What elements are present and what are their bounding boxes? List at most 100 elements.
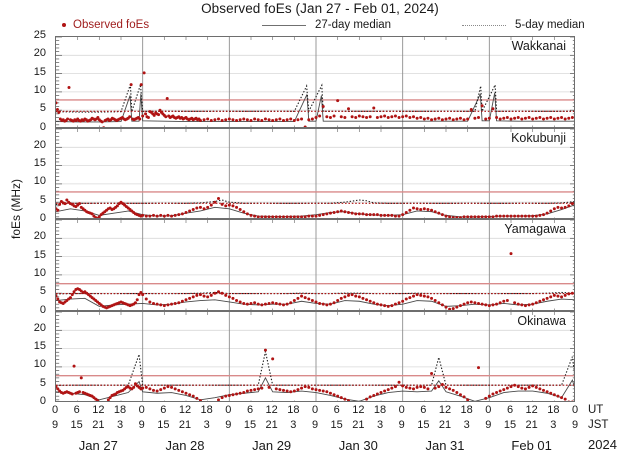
x-tick-jst: 21 [525,419,538,431]
x-tick-ut: 18 [200,404,213,416]
x-tick-jst: 21 [438,419,452,431]
x-tick-ut: 0 [485,404,492,416]
y-tick-label: 10 [33,358,46,371]
y-tick-label: 20 [33,138,46,151]
x-tick-ut: 18 [460,404,473,416]
y-tick-label: 5 [39,102,46,115]
y-tick-label: 20 [33,230,46,243]
station-label: Okinawa [517,313,566,328]
x-tick-jst: 9 [51,419,59,431]
y-tick-label: 20 [33,47,46,60]
y-tick-label: 0 [39,120,46,133]
x-tick-jst: 15 [157,419,170,431]
y-tick-label: 15 [33,248,46,261]
panel-kokubunji: Kokubunji [55,127,575,219]
x-tick-jst: 9 [571,419,579,431]
x-tick-jst: 21 [92,419,105,431]
x-tick-jst: 9 [485,419,492,431]
x-tick-jst: 15 [417,419,430,431]
x-tick-ut: 12 [178,404,192,416]
dotted-line-icon [462,24,506,26]
x-tick-ut: 0 [571,404,579,416]
panel-okinawa: Okinawa [55,310,575,402]
x-tick-jst: 3 [203,419,210,431]
panel-yamagawa: Yamagawa [55,219,575,311]
x-tick-jst: 15 [503,419,517,431]
x-tick-ut: 6 [160,404,167,416]
day-label: Jan 29 [252,438,292,453]
legend-item-median27: 27-day median [262,17,391,33]
y-tick-label: 15 [33,65,46,78]
year-label: 2024 [588,437,617,452]
x-tick-jst: 3 [550,419,557,431]
x-tick-ut: 18 [547,404,560,416]
y-tick-label: 15 [33,340,46,353]
x-tick-ut: 12 [438,404,452,416]
legend: Observed foEs 27-day median 5-day median [62,17,585,33]
observed-dot-icon [62,23,66,27]
x-tick-jst: 3 [463,419,470,431]
day-label: Feb 01 [511,438,552,453]
x-tick-ut: 0 [398,404,405,416]
x-tick-ut: 18 [373,404,387,416]
day-label: Jan 28 [165,438,205,453]
legend-label-median27: 27-day median [315,19,392,31]
panel-wakkanai: Wakkanai [55,36,575,128]
x-tick-ut: 6 [506,404,514,416]
y-tick-label: 10 [33,83,46,96]
y-tick-label: 5 [39,285,46,298]
y-tick-label: 25 [33,29,46,41]
day-label: Jan 31 [425,438,465,453]
x-tick-ut: 6 [333,404,340,416]
x-tick-ut: 0 [138,404,145,416]
legend-label-observed: Observed foEs [73,19,150,31]
timezone-jst-label: JST [588,419,609,431]
y-tick-label: 0 [39,303,46,316]
day-label: Jan 27 [78,438,118,453]
x-tick-jst: 15 [330,419,343,431]
x-tick-jst: 15 [243,419,257,431]
x-tick-ut: 0 [51,404,59,416]
x-tick-ut: 18 [287,404,300,416]
x-tick-ut: 12 [92,404,105,416]
day-label: Jan 30 [338,438,378,453]
y-tick-label: 0 [39,212,46,224]
x-tick-jst: 3 [376,419,384,431]
x-tick-ut: 6 [420,404,427,416]
legend-item-median5: 5-day median [462,17,585,33]
x-tick-jst: 15 [70,419,83,431]
legend-label-median5: 5-day median [515,19,585,31]
y-tick-label: 0 [39,395,46,407]
x-tick-jst: 21 [178,419,192,431]
y-tick-label: 15 [33,157,46,170]
x-tick-jst: 21 [265,419,278,431]
y-tick-label: 5 [39,376,46,389]
y-tick-label: 10 [33,175,46,188]
x-tick-jst: 9 [138,419,145,431]
y-tick-label: 20 [33,321,46,334]
x-tick-ut: 6 [73,404,80,416]
x-tick-jst: 9 [225,419,232,431]
solid-line-icon [262,24,306,26]
y-tick-label: 10 [33,266,46,279]
panel-stack: Wakkanai Kokubunji Yamagawa Okinawa [55,36,575,402]
station-label: Yamagawa [504,222,566,236]
timezone-ut-label: UT [588,404,604,416]
x-tick-ut: 12 [525,404,538,416]
x-tick-ut: 12 [265,404,278,416]
x-tick-jst: 21 [352,419,365,431]
station-label: Wakkanai [511,39,566,53]
x-tick-ut: 12 [352,404,365,416]
legend-item-observed: Observed foEs [62,17,149,33]
x-tick-ut: 0 [225,404,232,416]
y-tick-label: 5 [39,193,46,206]
x-tick-ut: 18 [113,404,127,416]
x-tick-jst: 3 [290,419,297,431]
x-tick-jst: 9 [311,419,319,431]
station-label: Kokubunji [511,130,566,145]
x-tick-ut: 6 [246,404,254,416]
x-tick-ut: 0 [311,404,319,416]
x-tick-jst: 3 [116,419,124,431]
x-tick-jst: 9 [398,419,405,431]
